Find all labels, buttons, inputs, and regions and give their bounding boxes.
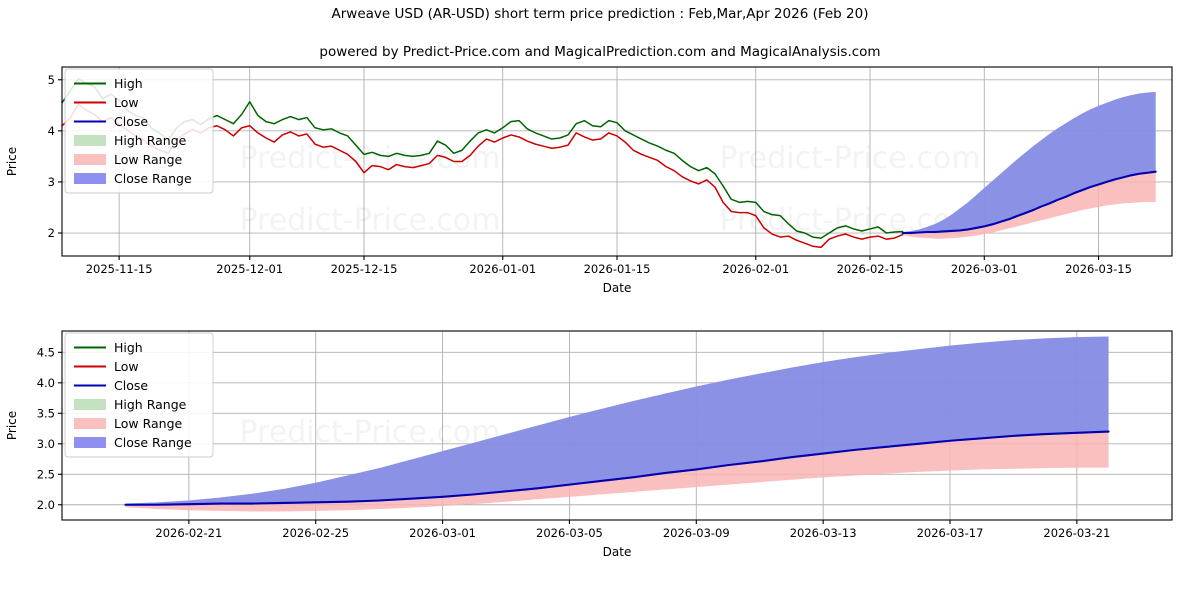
x-tick-label: 2026-02-01 (722, 262, 789, 276)
x-tick-label: 2025-12-15 (331, 262, 398, 276)
legend-item-label: Close Range (114, 435, 192, 450)
legend-item-label: Close (114, 114, 148, 129)
close-series-line (901, 170, 1157, 235)
close-range-band (902, 92, 1156, 234)
x-tick-label: 2026-02-15 (837, 262, 904, 276)
x-tick-label: 2026-03-01 (951, 262, 1018, 276)
forecast-detail-chart: Predict-Price.comPredict-Price.com2.02.5… (5, 330, 1173, 559)
legend-patch-swatch (74, 418, 106, 429)
x-tick-label: 2026-03-17 (917, 526, 984, 540)
y-tick-label: 2.5 (37, 467, 55, 481)
close-series-line (124, 430, 1110, 506)
x-tick-label: 2026-03-01 (409, 526, 476, 540)
low-range-band (125, 431, 1109, 512)
y-tick-label: 3.5 (37, 406, 55, 420)
legend-item-label: High (114, 340, 143, 355)
x-axis-title: Date (603, 281, 632, 295)
x-tick-label: 2025-11-15 (86, 262, 153, 276)
plot-frame (61, 330, 1173, 521)
y-axis-title: Price (5, 411, 19, 440)
y-tick-label: 2 (48, 226, 55, 240)
legend-patch-swatch (74, 154, 106, 165)
x-tick-label: 2026-01-01 (469, 262, 536, 276)
y-axis-title: Price (5, 147, 19, 176)
legend-patch-swatch (74, 135, 106, 146)
y-tick-label: 2.0 (37, 498, 55, 512)
legend-item-label: High (114, 76, 143, 91)
legend-patch-swatch (74, 437, 106, 448)
legend-item-label: Close Range (114, 171, 192, 186)
watermark: Predict-Price.com (720, 141, 981, 176)
x-tick-label: 2025-12-01 (216, 262, 283, 276)
y-tick-label: 3.0 (37, 437, 55, 451)
legend-patch-swatch (74, 173, 106, 184)
x-tick-label: 2026-02-25 (282, 526, 349, 540)
y-tick-label: 4.5 (37, 345, 55, 359)
legend-patch-swatch (74, 399, 106, 410)
y-tick-label: 4 (48, 124, 55, 138)
x-tick-label: 2026-03-05 (536, 526, 603, 540)
x-axis-title: Date (603, 545, 632, 559)
x-tick-label: 2026-03-13 (790, 526, 857, 540)
y-tick-label: 5 (48, 73, 55, 87)
legend-item-label: High Range (114, 133, 187, 148)
low-range-band (902, 171, 1156, 239)
watermark: Predict-Price.com (240, 203, 501, 238)
x-tick-label: 2026-01-15 (584, 262, 651, 276)
overview-chart: Predict-Price.com Predict-Price.com Predic… (5, 66, 1173, 295)
y-tick-label: 4.0 (37, 376, 55, 390)
legend-item-label: Low (114, 359, 139, 374)
x-tick-label: 2026-03-21 (1043, 526, 1110, 540)
x-tick-label: 2026-03-09 (663, 526, 730, 540)
legend-item-label: Low Range (114, 152, 183, 167)
close-range-band (125, 336, 1109, 505)
legend-item-label: High Range (114, 397, 187, 412)
x-tick-label: 2026-03-15 (1065, 262, 1132, 276)
x-tick-label: 2026-02-21 (155, 526, 222, 540)
watermark: Predict-Price.com (240, 141, 501, 176)
legend-item-label: Low Range (114, 416, 183, 431)
page-title: Arweave USD (AR-USD) short term price pr… (331, 6, 869, 22)
legend-item-label: Close (114, 378, 148, 393)
watermark: Predict-Price.com (240, 415, 501, 450)
legend-item-label: Low (114, 95, 139, 110)
page-subtitle: powered by Predict-Price.com and Magical… (319, 44, 881, 60)
y-tick-label: 3 (48, 175, 55, 189)
